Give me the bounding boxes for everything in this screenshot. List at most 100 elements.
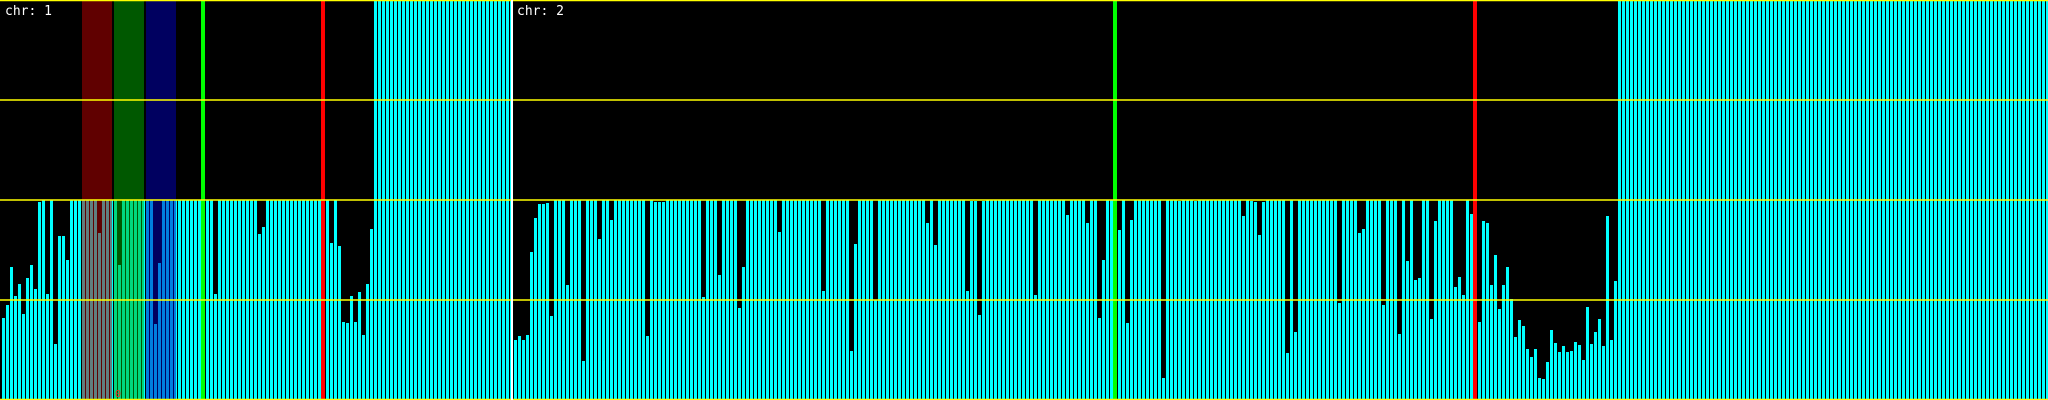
bar-chr2-256	[1538, 378, 1541, 400]
bar-chr2-186	[1258, 235, 1261, 400]
bar-chr2-154	[1130, 220, 1133, 400]
bar-chr2-237	[1462, 295, 1465, 400]
bar-chr1-89	[358, 292, 361, 400]
bar-chr2-243	[1486, 223, 1489, 400]
bar-chr2-56	[738, 308, 741, 400]
bar-chr1-87	[350, 296, 353, 400]
bar-chr2-263	[1566, 352, 1569, 400]
bar-chr1-82	[330, 243, 333, 400]
bar-chr2-258	[1546, 362, 1549, 400]
bar-chr2-275	[1614, 281, 1617, 400]
bar-chr2-21	[598, 239, 601, 400]
bar-chr2-251	[1518, 320, 1521, 400]
bar-chr2-24	[610, 220, 613, 400]
bar-chr2-33	[646, 336, 649, 400]
bar-chr2-195	[1294, 332, 1297, 400]
bar-chr2-151	[1118, 230, 1121, 400]
bar-chr2-9	[550, 316, 553, 400]
bar-chr2-85	[854, 244, 857, 400]
bar-chr2-235	[1454, 287, 1457, 400]
bar-chr2-36	[658, 202, 661, 400]
bar-chr2-226	[1418, 278, 1421, 400]
bar-chr2-143	[1086, 223, 1089, 400]
bar-chr2-255	[1534, 349, 1537, 400]
bar-chr2-35	[654, 202, 657, 400]
bar-chr2-162	[1162, 378, 1165, 400]
bar-chr2-211	[1358, 233, 1361, 400]
bar-chr2-1	[518, 336, 521, 400]
bar-chr2-51	[718, 275, 721, 400]
bar-chr1-13	[54, 344, 57, 400]
bar-chr2-217	[1382, 305, 1385, 400]
bar-chr2-0	[514, 340, 517, 400]
bar-chr2-264	[1570, 351, 1573, 400]
bar-chr1-11	[46, 294, 49, 400]
bar-chr2-260	[1554, 343, 1557, 400]
bar-chr2-265	[1574, 342, 1577, 400]
bar-chr2-3	[526, 335, 529, 400]
bar-chr2-153	[1126, 323, 1129, 400]
bar-chr2-13	[566, 285, 569, 400]
bar-chr2-212	[1362, 229, 1365, 400]
bar-chr2-257	[1542, 379, 1545, 400]
bar-chr2-242	[1482, 221, 1485, 400]
bar-chr2-239	[1470, 214, 1473, 400]
bar-chr2-253	[1526, 349, 1529, 400]
panel-label-chr2: chr: 2	[517, 4, 564, 19]
bar-chr2-66	[778, 232, 781, 400]
bar-chr2-274	[1610, 340, 1613, 400]
bar-chr2-230	[1434, 221, 1437, 400]
bar-chr1-86	[346, 323, 349, 400]
bar-chr2-271	[1598, 319, 1601, 400]
bar-chr2-90	[874, 300, 877, 400]
bar-chr1-1	[6, 305, 9, 400]
bar-chr2-267	[1582, 360, 1585, 400]
panel-separator	[511, 0, 513, 400]
bar-chr1-3	[14, 296, 17, 400]
bar-chr2-266	[1578, 345, 1581, 400]
bar-chr2-37	[662, 202, 665, 400]
bar-chr2-116	[978, 315, 981, 400]
bar-chr2-5	[534, 218, 537, 400]
bar-chr1-92	[370, 229, 373, 400]
bar-chr2-269	[1590, 344, 1593, 400]
bar-chr1-88	[354, 322, 357, 400]
bar-chr2-254	[1530, 357, 1533, 400]
bar-chr1-0	[2, 318, 5, 400]
bar-chr2-259	[1550, 330, 1553, 400]
bar-chr2-225	[1414, 280, 1417, 400]
bar-chr2-182	[1242, 216, 1245, 400]
bar-chr2-223	[1406, 261, 1409, 400]
bar-chr2-185	[1254, 202, 1257, 400]
bar-chr2-193	[1286, 353, 1289, 400]
bar-chr2-236	[1458, 277, 1461, 400]
bar-chr1-65	[262, 227, 265, 400]
bar-chr1-6	[26, 278, 29, 400]
bar-chr2-262	[1562, 346, 1565, 400]
bar-chr2-247	[1502, 285, 1505, 400]
bar-chr1-8	[34, 289, 37, 400]
bar-chr1-64	[258, 234, 261, 400]
bar-chr1-4	[18, 284, 21, 400]
bar-chr2-8	[546, 203, 549, 400]
bar-chr1-53	[214, 294, 217, 400]
bar-chr1-84	[338, 246, 341, 400]
bar-chr1-90	[362, 335, 365, 400]
bar-chr1-9	[38, 202, 41, 400]
bar-chr1-85	[342, 322, 345, 400]
bar-chr1-91	[366, 284, 369, 400]
bar-chr2-221	[1398, 334, 1401, 400]
bar-chr2-130	[1034, 295, 1037, 400]
bar-chr1-2	[10, 267, 13, 400]
bar-chr1-16	[66, 260, 69, 400]
bar-chr2-261	[1558, 352, 1561, 400]
bar-chr2-252	[1522, 326, 1525, 400]
bar-chr2-113	[966, 291, 969, 400]
bar-chr2-103	[926, 223, 929, 400]
bar-chr2-249	[1510, 299, 1513, 400]
bar-chr2-244	[1490, 285, 1493, 400]
bar-chr2-105	[934, 245, 937, 400]
bar-chr2-270	[1594, 332, 1597, 400]
bar-chr2-187	[1262, 202, 1265, 400]
